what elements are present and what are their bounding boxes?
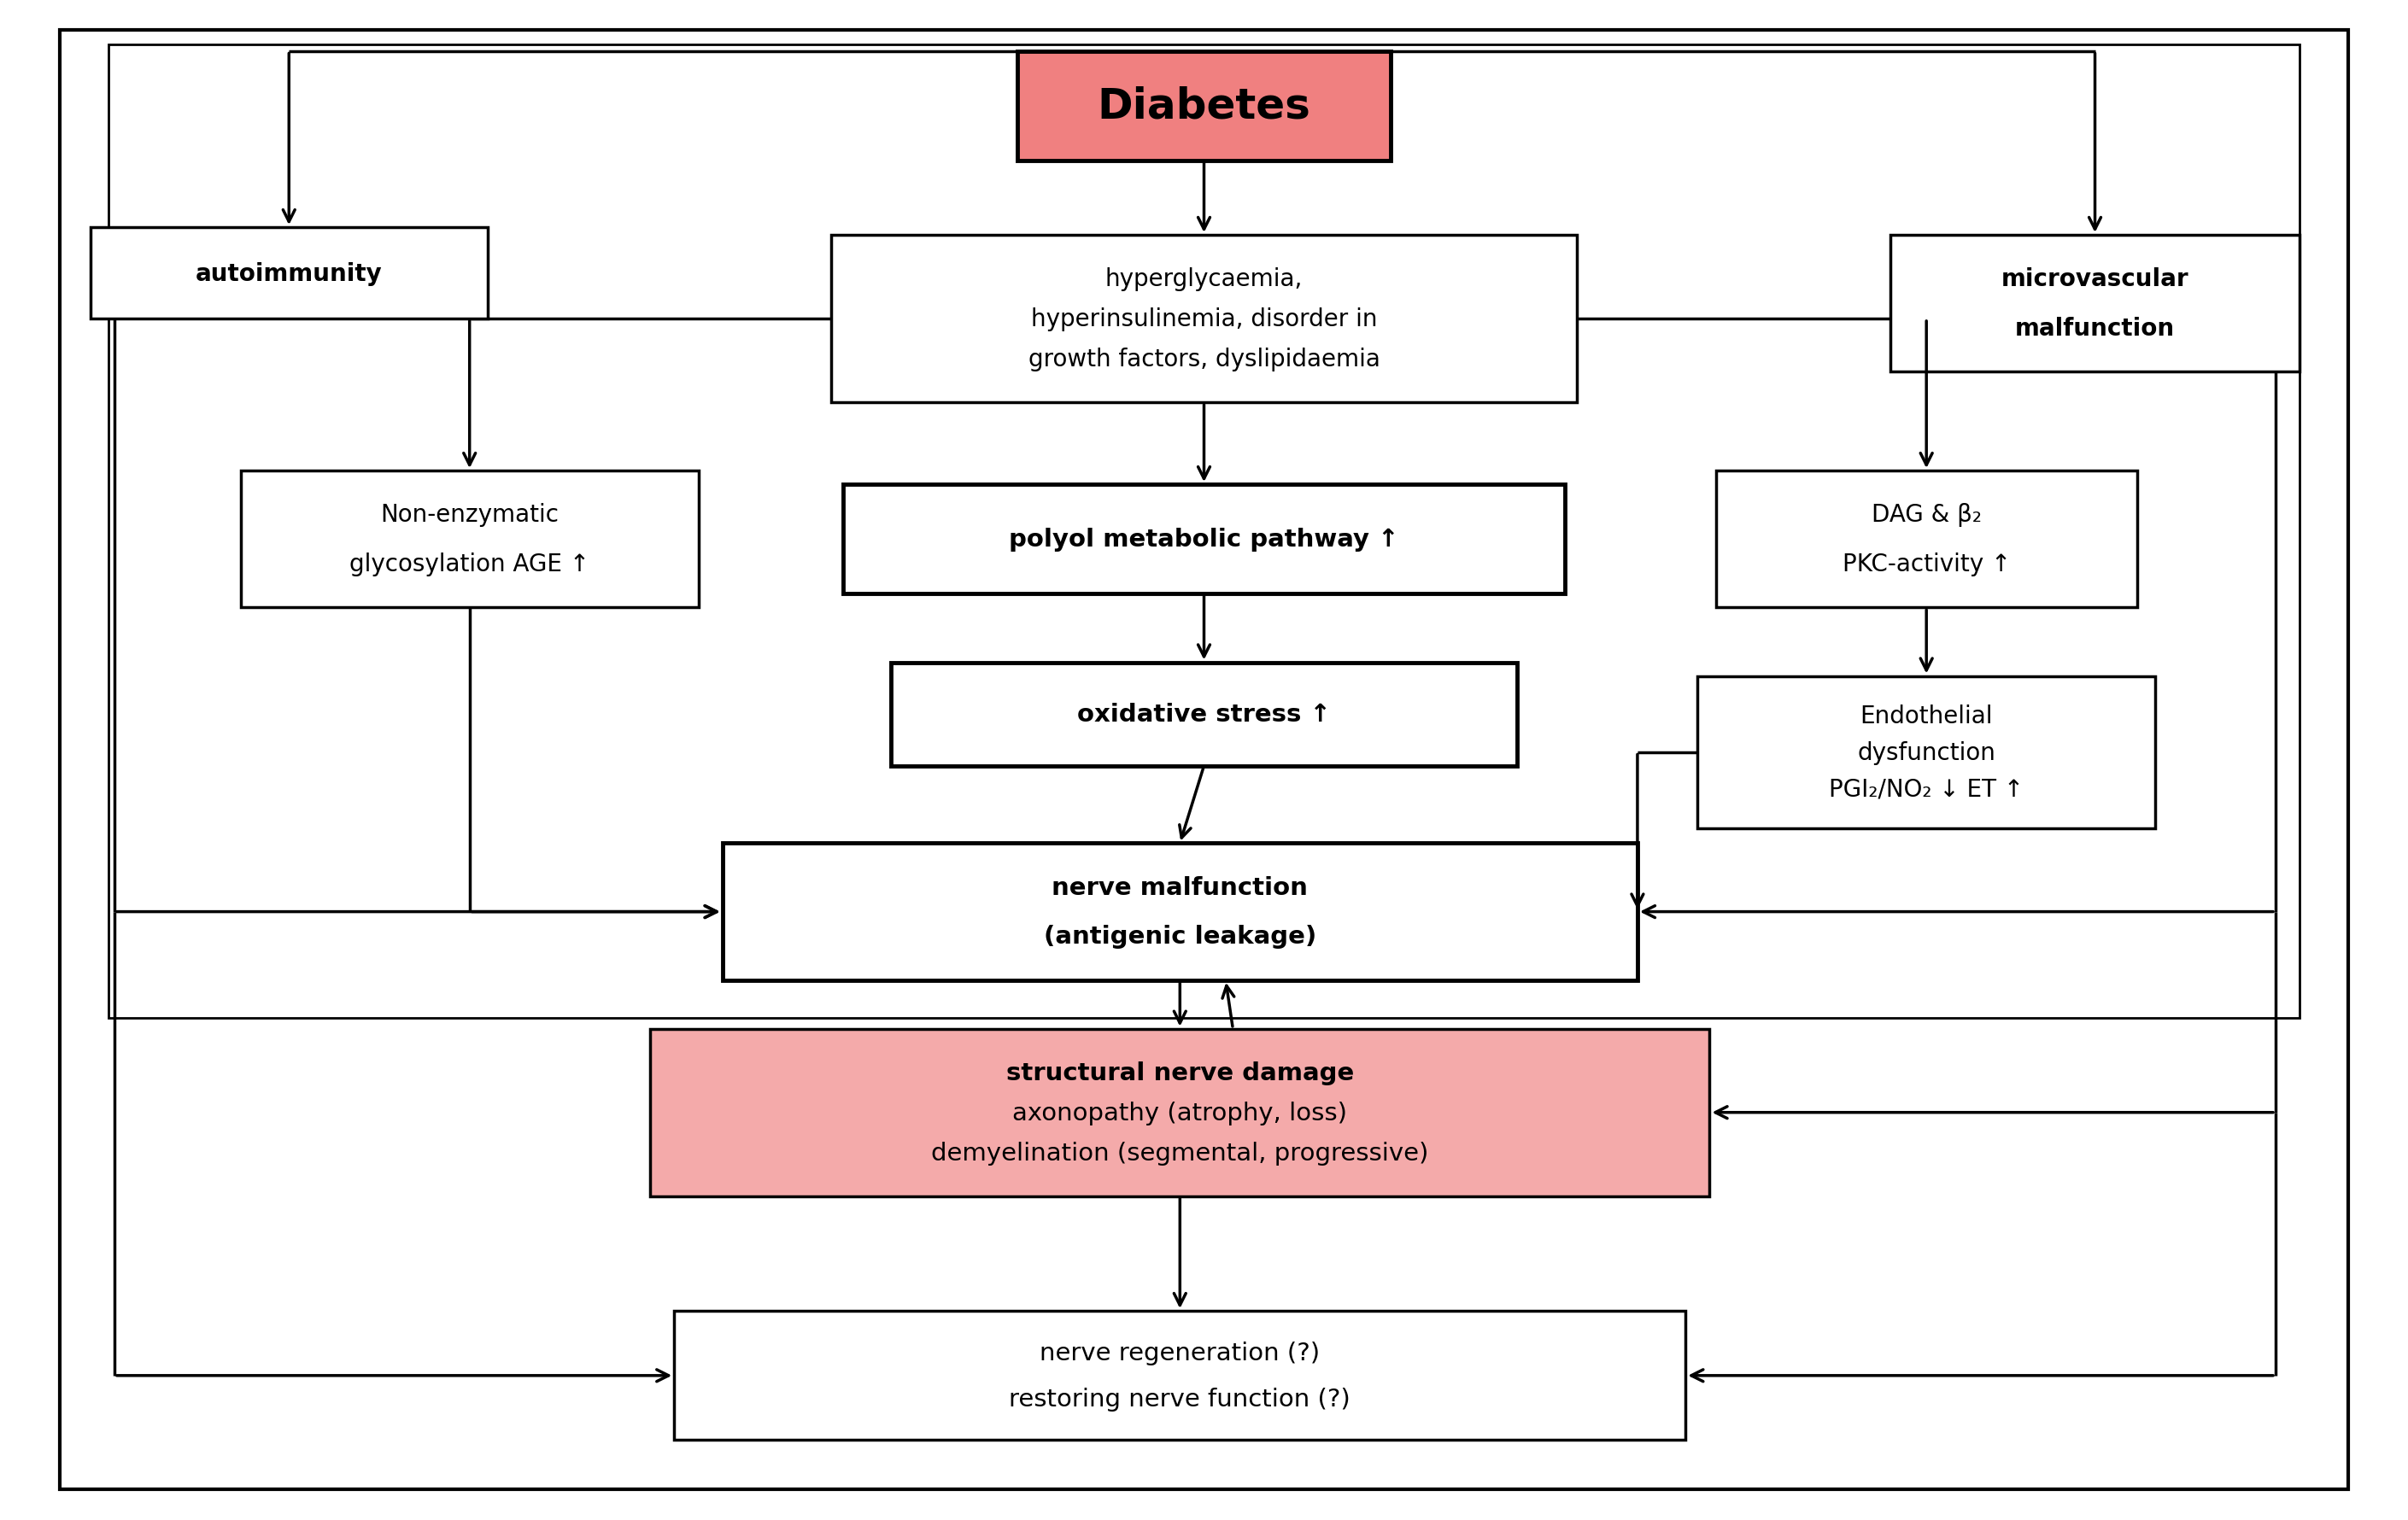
Text: autoimmunity: autoimmunity bbox=[195, 261, 383, 286]
FancyBboxPatch shape bbox=[241, 471, 698, 608]
Text: Non-enzymatic: Non-enzymatic bbox=[380, 503, 559, 527]
Text: demyelination (segmental, progressive): demyelination (segmental, progressive) bbox=[932, 1142, 1428, 1164]
FancyBboxPatch shape bbox=[891, 663, 1517, 766]
FancyBboxPatch shape bbox=[722, 844, 1637, 980]
FancyBboxPatch shape bbox=[1698, 676, 2155, 828]
Text: hyperglycaemia,: hyperglycaemia, bbox=[1105, 268, 1303, 290]
FancyBboxPatch shape bbox=[1714, 471, 2136, 608]
Text: structural nerve damage: structural nerve damage bbox=[1007, 1061, 1353, 1084]
Text: malfunction: malfunction bbox=[2015, 316, 2174, 340]
FancyBboxPatch shape bbox=[650, 1029, 1710, 1196]
FancyBboxPatch shape bbox=[674, 1310, 1686, 1441]
Text: PKC-activity ↑: PKC-activity ↑ bbox=[1842, 552, 2011, 576]
FancyBboxPatch shape bbox=[89, 228, 486, 319]
Text: PGI₂/NO₂ ↓ ET ↑: PGI₂/NO₂ ↓ ET ↑ bbox=[1830, 777, 2023, 801]
Text: polyol metabolic pathway ↑: polyol metabolic pathway ↑ bbox=[1009, 527, 1399, 552]
Text: dysfunction: dysfunction bbox=[1857, 740, 1996, 765]
Text: nerve malfunction: nerve malfunction bbox=[1052, 876, 1308, 900]
Text: Diabetes: Diabetes bbox=[1098, 87, 1310, 126]
Text: glycosylation AGE ↑: glycosylation AGE ↑ bbox=[349, 552, 590, 576]
Text: growth factors, dyslipidaemia: growth factors, dyslipidaemia bbox=[1028, 348, 1380, 371]
Text: Endothelial: Endothelial bbox=[1859, 704, 1994, 728]
FancyBboxPatch shape bbox=[831, 236, 1577, 403]
Text: oxidative stress ↑: oxidative stress ↑ bbox=[1076, 702, 1332, 727]
Text: restoring nerve function (?): restoring nerve function (?) bbox=[1009, 1386, 1351, 1411]
Text: hyperinsulinemia, disorder in: hyperinsulinemia, disorder in bbox=[1031, 307, 1377, 331]
FancyBboxPatch shape bbox=[843, 485, 1565, 594]
FancyBboxPatch shape bbox=[1016, 52, 1392, 161]
Text: microvascular: microvascular bbox=[2001, 268, 2189, 292]
FancyBboxPatch shape bbox=[1890, 236, 2300, 372]
Text: axonopathy (atrophy, loss): axonopathy (atrophy, loss) bbox=[1011, 1100, 1348, 1125]
Text: (antigenic leakage): (antigenic leakage) bbox=[1043, 924, 1317, 948]
FancyBboxPatch shape bbox=[60, 30, 2348, 1490]
Text: DAG & β₂: DAG & β₂ bbox=[1871, 503, 1982, 527]
Text: nerve regeneration (?): nerve regeneration (?) bbox=[1040, 1341, 1320, 1365]
